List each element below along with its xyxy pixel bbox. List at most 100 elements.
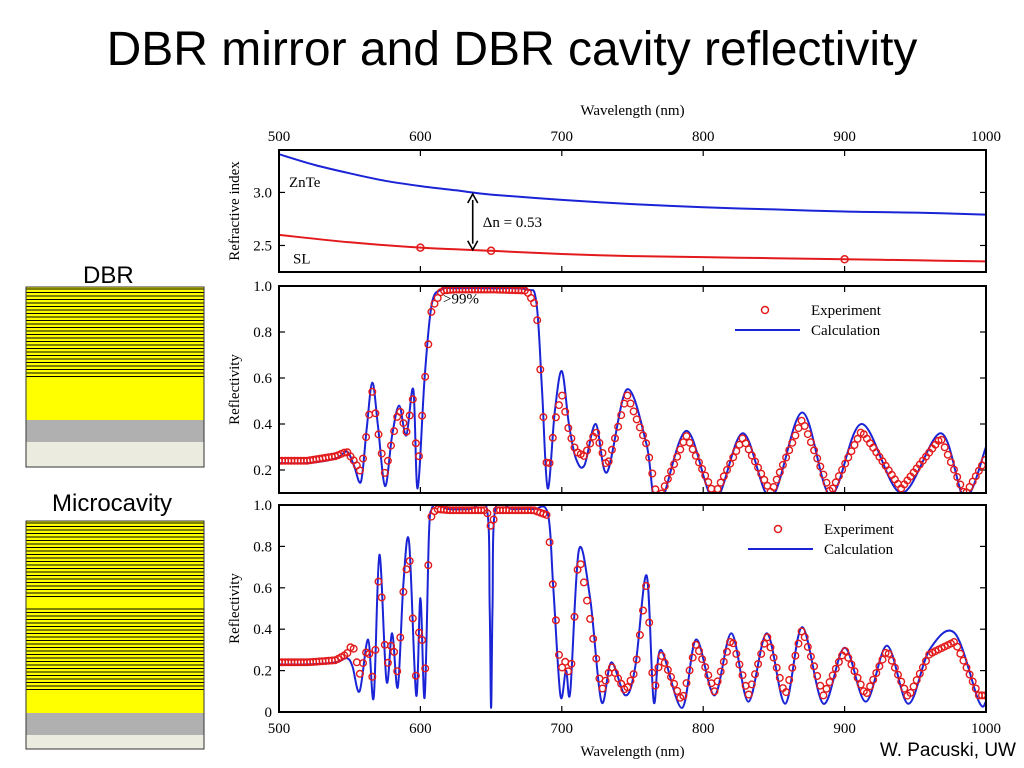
refractive-index-y-tick-label: 2.5 (253, 238, 272, 254)
microcavity-reflectivity-experiment-point (813, 672, 822, 681)
microcavity-reflectivity-x-tick-label: 1000 (971, 721, 1001, 737)
dbr-reflectivity-experiment-point (427, 307, 436, 316)
dbr-reflectivity-experiment-point (340, 448, 349, 457)
dbr-reflectivity-experiment-point (548, 433, 557, 442)
dbr-reflectivity-experiment-point (785, 446, 794, 455)
microcavity-reflectivity-experiment-point (545, 538, 554, 547)
microcavity-reflectivity-experiment-point (396, 633, 405, 642)
microcavity-reflectivity-y-tick-label: 0 (265, 705, 273, 721)
dbr-reflectivity-experiment-point (399, 419, 408, 428)
dbr-reflectivity-experiment-point (847, 447, 856, 456)
microcavity-reflectivity-experiment-point (486, 521, 495, 530)
dbr-reflectivity-experiment-point (940, 443, 949, 452)
microcavity-reflectivity-experiment-point (878, 655, 887, 664)
microcavity-reflectivity-experiment-point (747, 680, 756, 689)
microcavity-reflectivity-experiment-point (639, 606, 648, 615)
dbr-stack-buffer-layer (26, 420, 204, 442)
microcavity-reflectivity-experiment-point (785, 676, 794, 685)
microcavity-reflectivity-experiment-point (723, 647, 732, 656)
microcavity-reflectivity-experiment-point (383, 658, 392, 667)
dbr-reflectivity-experiment-point (383, 456, 392, 465)
dbr-reflectivity-experiment-point (645, 453, 654, 462)
dbr-reflectivity-experiment-point (667, 467, 676, 476)
microcavity-reflectivity-experiment-point (679, 691, 688, 700)
dbr-stack-cavity-layer (26, 377, 204, 420)
microcavity-reflectivity-experiment-point (374, 577, 383, 586)
microcavity-reflectivity-experiment-point (415, 628, 424, 637)
microcavity-stack-cavity-layer (26, 597, 204, 607)
dbr-reflectivity-experiment-point (567, 434, 576, 443)
microcavity-reflectivity-experiment-point (418, 636, 427, 645)
microcavity-reflectivity-experiment-point (819, 691, 828, 700)
microcavity-reflectivity-experiment-point (794, 639, 803, 648)
microcavity-reflectivity-y-axis-title: Reflectivity (227, 573, 243, 644)
microcavity-reflectivity-experiment-point (850, 667, 859, 676)
microcavity-stack-outline (25, 520, 205, 750)
microcavity-reflectivity-experiment-point (670, 679, 679, 688)
dbr-reflectivity-experiment-point (545, 459, 554, 468)
microcavity-reflectivity-y-tick-label: 0.8 (253, 539, 272, 555)
dbr-reflectivity-experiment-point (648, 469, 657, 478)
microcavity-reflectivity-experiment-point (884, 649, 893, 658)
dbr-reflectivity-experiment-point (946, 458, 955, 467)
microcavity-reflectivity-experiment-point (978, 691, 985, 700)
dbr-reflectivity-experiment-point (380, 468, 389, 477)
microcavity-reflectivity-experiment-point (866, 682, 875, 691)
dbr-reflectivity-plot-area (280, 287, 985, 492)
dbr-reflectivity-experiment-point (956, 480, 965, 489)
dbr-reflectivity-legend-experiment: Experiment (811, 303, 882, 319)
dbr-reflectivity-experiment-point (558, 391, 567, 400)
microcavity-reflectivity-experiment-point (371, 645, 380, 654)
dbr-reflectivity-experiment-point (639, 431, 648, 440)
microcavity-reflectivity-experiment-point (894, 670, 903, 679)
dbr-reflectivity-experiment-point (595, 438, 604, 447)
microcavity-reflectivity-experiment-point (654, 663, 663, 672)
dbr-reflectivity-experiment-point (359, 454, 368, 463)
microcavity-reflectivity-experiment-point (763, 633, 772, 642)
dbr-reflectivity-experiment-point (635, 423, 644, 432)
microcavity-reflectivity-y-tick-label: 0.2 (253, 664, 272, 680)
microcavity-reflectivity-experiment-point (477, 506, 486, 515)
dbr-reflectivity-y-tick-label: 0.6 (253, 371, 272, 387)
dbr-reflectivity-experiment-point (838, 465, 847, 474)
dbr-reflectivity-experiment-point (775, 468, 784, 477)
microcavity-reflectivity-plot-area (280, 506, 985, 709)
microcavity-reflectivity-experiment-point (915, 669, 924, 678)
microcavity-reflectivity-experiment-point (704, 671, 713, 680)
dbr-reflectivity-experiment-point (729, 453, 738, 462)
microcavity-reflectivity-x-tick-label: 500 (268, 721, 291, 737)
dbr-reflectivity-experiment-point (642, 439, 651, 448)
microcavity-reflectivity-experiment-point (962, 663, 971, 672)
dbr-reflectivity-experiment-point (673, 452, 682, 461)
dbr-reflectivity-experiment-point (676, 445, 685, 454)
dbr-reflectivity-experiment-point (723, 466, 732, 475)
dbr-reflectivity-experiment-point (791, 431, 800, 440)
dbr-reflectivity-experiment-point (819, 470, 828, 479)
microcavity-reflectivity-experiment-point (377, 593, 386, 602)
refractive-index-x-axis-title: Wavelength (nm) (580, 103, 684, 119)
microcavity-reflectivity-experiment-point (648, 668, 657, 677)
microcavity-reflectivity-experiment-point (390, 647, 399, 656)
dbr-reflectivity-experiment-point (415, 452, 424, 461)
microcavity-reflectivity-experiment-point (844, 653, 853, 662)
microcavity-reflectivity-experiment-point (663, 665, 672, 674)
microcavity-reflectivity-legend-experiment: Experiment (824, 522, 895, 538)
microcavity-reflectivity-experiment-point (408, 614, 417, 623)
microcavity-reflectivity-experiment-point (713, 677, 722, 686)
microcavity-reflectivity-experiment-point (719, 657, 728, 666)
microcavity-reflectivity-experiment-point (775, 673, 784, 682)
microcavity-reflectivity-experiment-point (834, 658, 843, 667)
dbr-reflectivity-experiment-point (769, 483, 778, 492)
microcavity-reflectivity-experiment-point (710, 687, 719, 696)
dbr-reflectivity-experiment-point (682, 432, 691, 441)
microcavity-reflectivity-experiment-point (772, 663, 781, 672)
refractive-index-x-tick-label: 800 (692, 129, 715, 145)
microcavity-reflectivity-experiment-point (567, 659, 576, 668)
microcavity-reflectivity-experiment-point (856, 680, 865, 689)
microcavity-reflectivity-experiment-point (424, 561, 433, 570)
microcavity-reflectivity-experiment-point (393, 667, 402, 676)
sl-series-label: SL (293, 252, 311, 268)
microcavity-reflectivity-experiment-point (645, 618, 654, 627)
microcavity-reflectivity-experiment-point (828, 671, 837, 680)
